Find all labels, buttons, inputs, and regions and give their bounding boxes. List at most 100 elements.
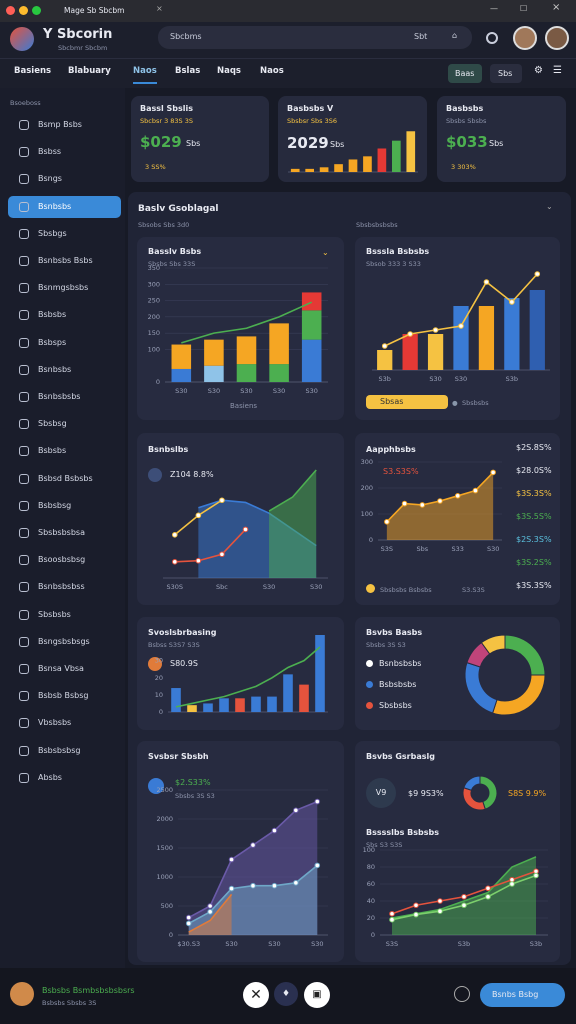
sidebar-item[interactable]: Sbsbsbs xyxy=(8,604,121,626)
primary-button[interactable]: Bsnbs Bsbg xyxy=(480,983,565,1007)
sidebar-label: Bsbsbsg xyxy=(38,500,72,510)
nav-item[interactable]: Basiens xyxy=(14,66,52,76)
sidebar-label: Bsnbsbs xyxy=(38,201,72,211)
sidebar-icon xyxy=(19,201,29,212)
chart-title: Aapphbsbs xyxy=(366,445,416,454)
settings-icon[interactable] xyxy=(486,32,498,44)
nav-button[interactable]: Baas xyxy=(448,64,482,83)
nav-item[interactable]: Bslas xyxy=(175,66,201,76)
nav-button[interactable]: Sbs xyxy=(490,64,522,83)
sidebar-item[interactable]: Bsbsd Bsbsbs xyxy=(8,468,121,490)
help-icon[interactable] xyxy=(454,986,470,1002)
sidebar-item[interactable]: Bsbss xyxy=(8,141,121,163)
sidebar-item[interactable]: Bsnbsbs xyxy=(8,359,121,381)
search-key: Sbt xyxy=(414,32,428,41)
win-close[interactable]: × xyxy=(552,2,561,13)
action-button[interactable]: ▣ xyxy=(304,982,330,1008)
sidebar-item[interactable]: Bsngs xyxy=(8,168,121,190)
sidebar-item[interactable]: Bsnsa Vbsa xyxy=(8,658,121,680)
sidebar: Bsoeboss Bsmp Bsbs Bsbss Bsngs Bsnbsbs Sbsbg… xyxy=(0,88,125,968)
chart-title: Basslv Bsbs xyxy=(148,247,202,256)
sidebar-item[interactable]: Bsbsbsg xyxy=(8,495,121,517)
footer-sub: Bsbsbs Sbsbs 3S xyxy=(42,999,97,1007)
sidebar-label: Bsngsbsbsgs xyxy=(38,636,90,646)
sidebar-item[interactable]: Vbsbsbs xyxy=(8,712,121,734)
sidebar-label: Bsbsbs xyxy=(38,310,67,320)
chart-subtitle: Sbsbs Sbs 33S xyxy=(148,260,196,268)
nav-item[interactable]: Naos xyxy=(133,66,157,84)
legend-swatch xyxy=(366,681,373,688)
tab-title[interactable]: Mage Sb Sbcbm xyxy=(64,6,125,15)
sidebar-item[interactable]: Bsngsbsbsgs xyxy=(8,631,121,653)
panel-subtitle: Sbsobs Sbs 3d0 xyxy=(138,221,190,229)
x-axis-label: Basiens xyxy=(230,402,258,410)
nav-item[interactable]: Blabuary xyxy=(68,66,111,76)
chart-stat: $2.S33% xyxy=(175,778,211,787)
chart-card xyxy=(355,741,560,962)
nav-item[interactable]: Naqs xyxy=(217,66,241,76)
sidebar-icon xyxy=(19,174,29,185)
logo-text: Y Sbcorin xyxy=(43,27,113,42)
chart-stat: S80.9S xyxy=(170,659,198,668)
sidebar-item[interactable]: Sbsbsg xyxy=(8,413,121,435)
sidebar-item[interactable]: Bsnbsbs Bsbs xyxy=(8,250,121,272)
sidebar-icon xyxy=(19,582,29,593)
sidebar-item[interactable]: Bsmp Bsbs xyxy=(8,114,121,136)
sidebar-icon xyxy=(19,664,29,674)
sidebar-icon xyxy=(19,473,29,484)
action-button[interactable]: ♦ xyxy=(274,982,298,1006)
chart-title: Bsssla Bsbsbs xyxy=(366,247,430,256)
header: Y Sbcorin Sbcbmr Sbcbm Sbcbms Sbt ⌂ xyxy=(0,22,576,58)
chart-title: Bsvbs Basbs xyxy=(366,628,423,637)
close-button[interactable]: ✕ xyxy=(243,982,269,1008)
sidebar-item[interactable]: Bsoosbsbsg xyxy=(8,549,121,571)
legend-swatch xyxy=(366,702,373,709)
chart-menu[interactable]: ⌄ xyxy=(322,248,329,257)
sidebar-item[interactable]: Bsbsps xyxy=(8,332,121,354)
panel-menu[interactable]: ⌄ xyxy=(546,202,553,211)
win-max[interactable]: ☐ xyxy=(520,4,528,13)
sidebar-icon xyxy=(19,446,29,457)
legend-pill[interactable]: Sbsas xyxy=(366,395,448,409)
footer: Bsbsbs Bsmbsbsbsbsrs Bsbsbs Sbsbs 3S ✕ ♦… xyxy=(0,968,576,1024)
legend-label: Sbsbsbs xyxy=(379,701,412,710)
sidebar-icon xyxy=(19,256,29,266)
stat-card[interactable]: Basbsbs Sbsbs Sbsbs $033 Sbs 3 303% xyxy=(437,96,566,182)
tab-close[interactable]: × xyxy=(156,4,163,13)
stat-card[interactable]: Basbsbs V Sbsbsr Sbs 3S6 2029 Sbs xyxy=(278,96,427,182)
sidebar-item[interactable]: Bsnmgsbsbs xyxy=(8,277,121,299)
sidebar-label: Bsnbsbsbss xyxy=(38,582,85,592)
nav-icon[interactable]: ☰ xyxy=(553,65,562,76)
sidebar-label: Sbsbsg xyxy=(38,419,67,429)
avatar[interactable] xyxy=(545,26,569,50)
sidebar-item[interactable]: Absbs xyxy=(8,767,121,789)
sidebar-item[interactable]: Bsbsbs xyxy=(8,304,121,326)
sidebar-item[interactable]: Bsbsbsbsg xyxy=(8,740,121,762)
chart-subtitle: Sbsob 333 3 S33 xyxy=(366,260,421,268)
max-dot[interactable] xyxy=(32,6,41,15)
stat-icon xyxy=(148,468,162,482)
sidebar-icon xyxy=(19,718,29,729)
sidebar-label: Vbsbsbs xyxy=(38,718,72,728)
search-box[interactable]: Sbcbms Sbt ⌂ xyxy=(158,26,472,49)
avatar[interactable] xyxy=(10,982,34,1006)
sidebar-label: Bsbsb Bsbsg xyxy=(38,691,89,701)
stat-card[interactable]: Bassl Sbslis Sbcbsr 3 83S 3S $029 Sbs 3 … xyxy=(131,96,269,182)
sidebar-item[interactable]: Bsbsb Bsbsg xyxy=(8,685,121,707)
sidebar-item[interactable]: Bsbsbs xyxy=(8,440,121,462)
sidebar-item[interactable]: Bsnbsbs xyxy=(8,195,121,218)
sidebar-item[interactable]: Bsnbsbsbs xyxy=(8,386,121,408)
search-icon[interactable]: ⌂ xyxy=(452,31,458,40)
value-item: $3S.2S% xyxy=(516,558,552,567)
sidebar-item[interactable]: Sbsbsbsbsa xyxy=(8,522,121,544)
sidebar-item[interactable]: Bsnbsbsbss xyxy=(8,576,121,598)
avatar[interactable] xyxy=(513,26,537,50)
nav-button-label: Baas xyxy=(455,69,475,78)
nav-icon[interactable]: ⚙ xyxy=(534,65,543,76)
close-dot[interactable] xyxy=(6,6,15,15)
win-min[interactable]: — xyxy=(490,4,498,13)
sidebar-item[interactable]: Sbsbgs xyxy=(8,223,121,245)
min-dot[interactable] xyxy=(19,6,28,15)
nav-item[interactable]: Naos xyxy=(260,66,284,76)
